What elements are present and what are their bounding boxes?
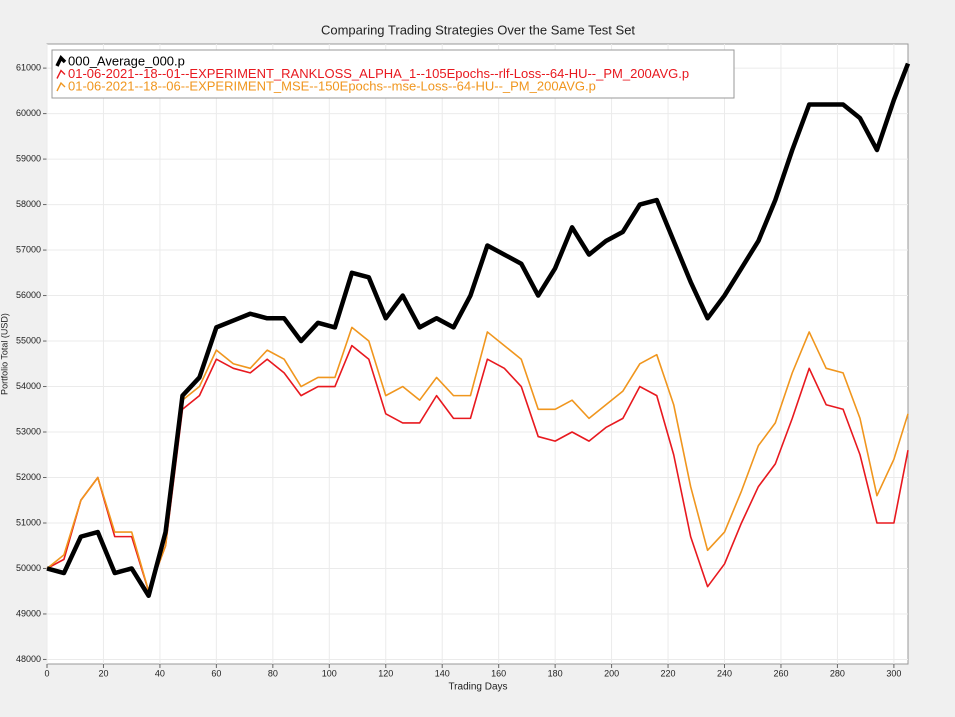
legend-icon [56, 81, 66, 92]
x-tick-label: 160 [491, 668, 506, 678]
x-tick-label: 0 [44, 668, 49, 678]
legend: 000_Average_000.p01-06-2021--18--01--EXP… [51, 49, 735, 99]
y-tick-label: 57000 [16, 244, 41, 254]
y-tick-label: 48000 [16, 654, 41, 664]
x-tick-label: 140 [435, 668, 450, 678]
x-tick-label: 80 [268, 668, 278, 678]
plot-area [46, 43, 909, 665]
chart-title: Comparing Trading Strategies Over the Sa… [321, 22, 635, 37]
y-tick-label: 54000 [16, 381, 41, 391]
y-axis-label: Portfolio Total (USD) [0, 313, 9, 395]
y-tick-label: 58000 [16, 199, 41, 209]
legend-label: 01-06-2021--18--01--EXPERIMENT_RANKLOSS_… [68, 66, 689, 81]
series-line [46, 62, 911, 599]
x-tick-label: 280 [830, 668, 845, 678]
y-tick-label: 55000 [16, 335, 41, 345]
y-tick-label: 56000 [16, 290, 41, 300]
x-tick-label: 180 [548, 668, 563, 678]
series-line [46, 326, 909, 593]
x-tick-label: 220 [661, 668, 676, 678]
legend-label: 01-06-2021--18--06--EXPERIMENT_MSE--150E… [68, 78, 596, 93]
y-tick-label: 59000 [16, 153, 41, 163]
x-tick-label: 20 [98, 668, 108, 678]
grid: 48000 49000 50000 51000 52000 53000 54000 55000… [16, 44, 908, 678]
x-tick-label: 60 [211, 668, 221, 678]
x-tick-label: 120 [378, 668, 393, 678]
legend-icon [55, 55, 67, 67]
y-tick-label: 50000 [16, 563, 41, 573]
series-line [46, 344, 909, 593]
y-tick-label: 53000 [16, 426, 41, 436]
lines [46, 62, 911, 599]
x-tick-label: 200 [604, 668, 619, 678]
x-tick-label: 260 [773, 668, 788, 678]
y-tick-label: 51000 [16, 517, 41, 527]
x-tick-label: 40 [155, 668, 165, 678]
y-tick-label: 60000 [16, 108, 41, 118]
legend-box [51, 49, 735, 99]
x-axis-label: Trading Days [448, 682, 507, 693]
legend-icon [56, 69, 66, 79]
x-tick-label: 240 [717, 668, 732, 678]
y-tick-label: 49000 [16, 608, 41, 618]
legend-label: 000_Average_000.p [68, 53, 185, 68]
x-tick-label: 100 [322, 668, 337, 678]
x-tick-label: 300 [886, 668, 901, 678]
y-tick-label: 61000 [16, 62, 41, 72]
y-tick-label: 52000 [16, 472, 41, 482]
